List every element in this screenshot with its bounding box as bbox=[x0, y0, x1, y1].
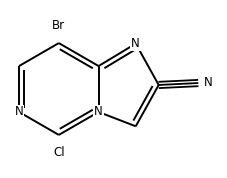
Text: N: N bbox=[94, 105, 103, 118]
Text: N: N bbox=[131, 37, 140, 50]
Text: Cl: Cl bbox=[53, 146, 65, 159]
Text: N: N bbox=[204, 76, 212, 89]
Text: Br: Br bbox=[52, 19, 65, 32]
Text: N: N bbox=[15, 105, 23, 118]
